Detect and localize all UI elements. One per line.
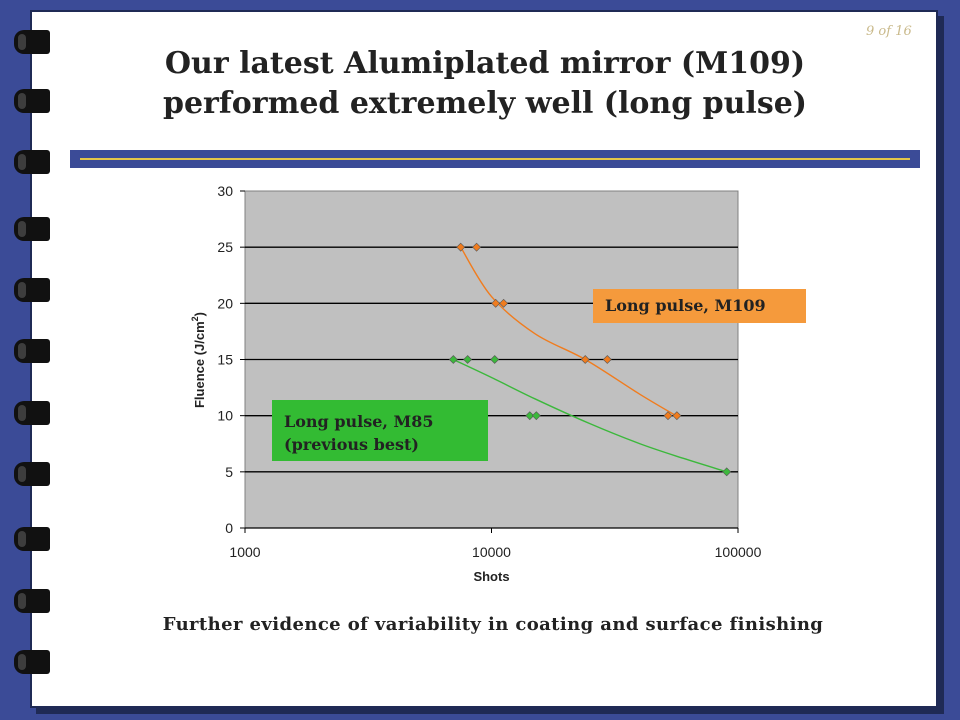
binder-ring-icon bbox=[14, 650, 50, 674]
m85-data-point bbox=[448, 355, 458, 364]
binder-ring-icon bbox=[14, 462, 50, 486]
m85-label-line-1: Long pulse, M85 bbox=[284, 412, 434, 431]
m109-trend-line bbox=[460, 246, 677, 417]
m109-label-box: Long pulse, M109 bbox=[593, 289, 806, 323]
binder-ring-icon bbox=[14, 401, 50, 425]
m85-data-point bbox=[525, 411, 535, 421]
y-tick-label: 25 bbox=[217, 239, 233, 255]
y-tick-label: 0 bbox=[225, 520, 233, 536]
m109-data-point bbox=[580, 355, 590, 364]
binder-ring-icon bbox=[14, 89, 50, 113]
y-tick-label: 30 bbox=[217, 183, 233, 199]
m85-data-point bbox=[463, 355, 473, 364]
m85-label-line-2: (previous best) bbox=[284, 435, 419, 454]
slide-title-line-2: performed extremely well (long pulse) bbox=[162, 86, 807, 121]
x-tick-label: 100000 bbox=[715, 544, 762, 560]
slide-title: Our latest Alumiplated mirror (M109) per… bbox=[60, 44, 910, 124]
x-tick-label: 1000 bbox=[229, 544, 260, 560]
binder-ring-icon bbox=[14, 589, 50, 613]
m109-data-point bbox=[456, 242, 466, 252]
title-divider bbox=[70, 150, 920, 168]
m109-data-point bbox=[663, 411, 673, 421]
binder-ring-icon bbox=[14, 278, 50, 302]
m109-data-point bbox=[491, 298, 501, 308]
m109-data-point bbox=[672, 411, 682, 421]
m85-trend-line bbox=[453, 358, 727, 473]
binder-ring-icon bbox=[14, 150, 50, 174]
x-tick-label: 10000 bbox=[472, 544, 511, 560]
binder-ring-icon bbox=[14, 339, 50, 363]
binder-ring-icon bbox=[14, 217, 50, 241]
x-axis-label: Shots bbox=[473, 569, 509, 584]
slide-number: 9 of 16 bbox=[866, 24, 912, 39]
y-axis-label: Fluence (J/cm2) bbox=[190, 312, 207, 408]
slide-title-line-1: Our latest Alumiplated mirror (M109) bbox=[164, 46, 806, 81]
m85-data-point bbox=[531, 411, 541, 421]
m109-data-point bbox=[499, 298, 509, 308]
m109-data-point bbox=[602, 355, 612, 364]
binder-ring-icon bbox=[14, 30, 50, 54]
binder-ring-icon bbox=[14, 527, 50, 551]
m109-data-point bbox=[472, 242, 482, 252]
slide-caption: Further evidence of variability in coati… bbox=[162, 614, 824, 635]
m85-label-box: Long pulse, M85 (previous best) bbox=[272, 400, 488, 461]
y-tick-label: 5 bbox=[225, 464, 233, 480]
y-tick-label: 20 bbox=[217, 295, 233, 311]
y-tick-label: 15 bbox=[217, 352, 233, 368]
m109-label-text: Long pulse, M109 bbox=[605, 296, 766, 315]
y-tick-label: 10 bbox=[217, 408, 233, 424]
m85-data-point bbox=[722, 467, 732, 477]
m85-data-point bbox=[490, 355, 500, 364]
